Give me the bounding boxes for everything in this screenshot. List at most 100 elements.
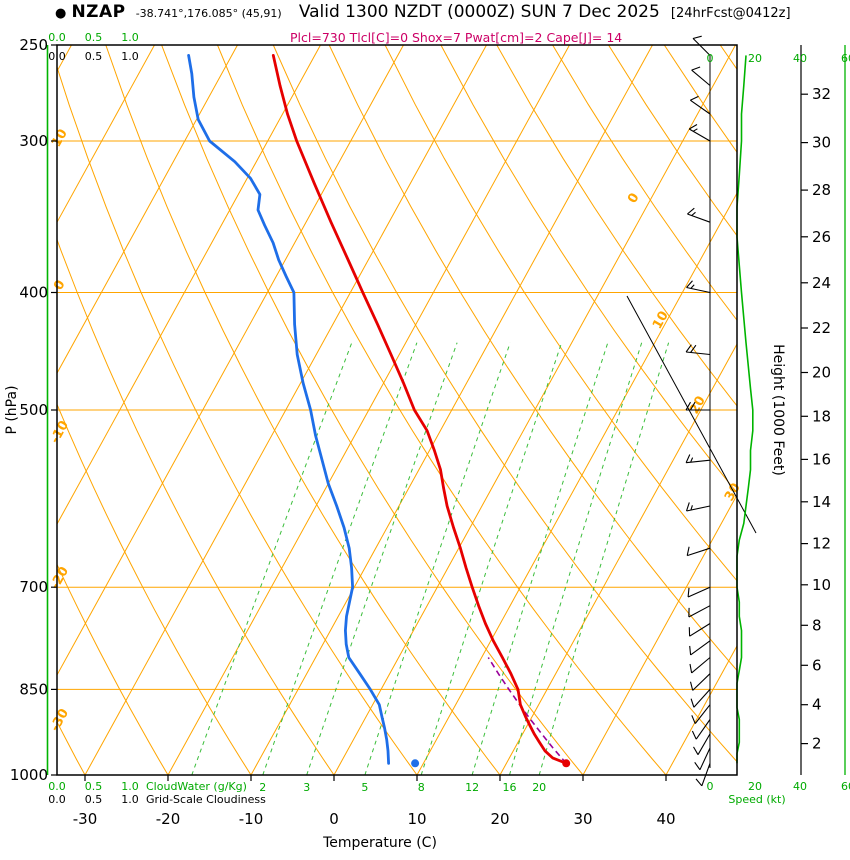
- height-tick-label: 6: [812, 656, 822, 674]
- temperature-axis-title: Temperature (C): [322, 835, 437, 851]
- height-tick-label: 2: [812, 735, 822, 753]
- surface-dewpoint-dot: [411, 759, 420, 768]
- chart-header: ● NZAP -38.741°,176.085° (45,91) Valid 1…: [55, 2, 791, 22]
- wind-barb: [689, 640, 711, 656]
- wind-barb: [686, 280, 711, 294]
- cloudiness-scale-bottom: 0.5: [85, 793, 103, 806]
- wind-barb: [688, 124, 711, 142]
- dewpoint-curve: [187, 54, 390, 765]
- speed-scale-top: 40: [793, 52, 807, 65]
- height-tick-label: 4: [812, 696, 822, 714]
- height-tick-label: 12: [812, 535, 831, 553]
- background-grid: [57, 45, 737, 775]
- wind-barb: [690, 689, 711, 708]
- height-tick-label: 8: [812, 616, 822, 634]
- wind-barb: [685, 401, 710, 411]
- pressure-tick-label: 500: [19, 401, 48, 419]
- wind-barb: [687, 207, 711, 223]
- cloudiness-scale-top: 0.5: [85, 50, 103, 63]
- height-axis-title: Height (1000 Feet): [770, 344, 786, 476]
- parcel-path: [487, 657, 567, 764]
- pressure-tick-label: 300: [19, 132, 48, 150]
- height-tick-label: 16: [812, 450, 831, 468]
- wind-barb: [691, 66, 711, 86]
- isotherm-label: 0: [51, 278, 69, 293]
- pressure-tick-label: 400: [19, 284, 48, 302]
- wind-barb: [688, 623, 711, 637]
- station-bullet-icon: ●: [55, 6, 67, 21]
- cloudiness-scale-top: 1.0: [121, 50, 139, 63]
- cloudwater-scale-bottom: 0.0: [48, 780, 66, 793]
- wind-barb: [691, 719, 711, 740]
- height-tick-label: 24: [812, 274, 831, 292]
- speed-scale-bottom: 40: [793, 780, 807, 793]
- isotherm-label: 10: [49, 127, 71, 150]
- wind-barb: [687, 586, 711, 598]
- wind-speed-curve: [736, 55, 754, 764]
- isotherm-label: 30: [722, 481, 744, 504]
- isotherm-label: -30: [48, 706, 73, 734]
- cloudiness-scale-bottom: 1.0: [121, 793, 139, 806]
- height-tick-label: 22: [812, 319, 831, 337]
- pressure-tick-label: 850: [19, 680, 48, 698]
- wind-barb: [688, 605, 711, 618]
- mixing-ratio-label: 5: [361, 781, 368, 794]
- speed-scale-top: 0: [707, 52, 714, 65]
- pressure-axis: 250 300 400 500 700 850 1000 P (hPa): [4, 36, 57, 784]
- speed-label: Speed (kt): [728, 793, 785, 806]
- cloudwater-scale-bottom: 0.5: [85, 780, 103, 793]
- height-tick-label: 18: [812, 407, 831, 425]
- wind-barbs: [685, 35, 711, 787]
- forecast-offset: [24hrFcst@0412z]: [670, 6, 791, 21]
- wind-barb: [685, 454, 711, 464]
- frame-diagonal: [626, 295, 757, 534]
- wind-barb: [689, 95, 711, 115]
- cloudiness-label: Grid-Scale Cloudiness: [146, 793, 266, 806]
- temp-tick-label: -10: [239, 810, 264, 828]
- mixing-ratio-label: 12: [465, 781, 479, 794]
- station-id: NZAP: [71, 2, 126, 22]
- sounding-indices: Plcl=730 Tlcl[C]=0 Shox=7 Pwat[cm]=2 Cap…: [290, 30, 623, 45]
- wind-barb: [685, 344, 711, 356]
- cloudiness-scale-top: 0.0: [48, 50, 66, 63]
- wind-barb: [691, 704, 711, 724]
- pressure-tick-label: 700: [19, 578, 48, 596]
- temp-tick-label: 10: [407, 810, 426, 828]
- valid-time: Valid 1300 NZDT (0000Z) SUN 7 Dec 2025: [298, 2, 660, 22]
- height-tick-label: 14: [812, 493, 831, 511]
- isotherm-label: 10: [650, 309, 672, 332]
- temp-tick-label: 0: [329, 810, 339, 828]
- wind-barb: [694, 747, 711, 771]
- height-tick-label: 20: [812, 364, 831, 382]
- temperature-curve: [271, 54, 568, 765]
- speed-scale-top: 60: [841, 52, 850, 65]
- wind-barb: [689, 673, 711, 691]
- temp-tick-label: -20: [156, 810, 181, 828]
- temp-tick-label: 20: [490, 810, 509, 828]
- cloudwater-scale-top: 0.0: [48, 31, 66, 44]
- surface-temp-dot: [562, 759, 571, 768]
- station-coords: -38.741°,176.085° (45,91): [135, 7, 282, 20]
- pressure-tick-label: 250: [19, 36, 48, 54]
- temp-tick-label: 30: [573, 810, 592, 828]
- cloudwater-scale-bottom: 1.0: [121, 780, 139, 793]
- wind-barb: [693, 733, 711, 755]
- cloudwater-scale-top: 1.0: [121, 31, 139, 44]
- height-tick-label: 28: [812, 181, 831, 199]
- mixing-ratio-label: 16: [503, 781, 517, 794]
- isotherm-label: 20: [687, 394, 709, 417]
- mixing-ratio-label: 8: [418, 781, 425, 794]
- speed-scale-bottom: 0: [707, 780, 714, 793]
- speed-scale-bottom: 60: [841, 780, 850, 793]
- wind-barb: [692, 35, 711, 56]
- corner-scales: 0.00.00.50.51.01.00.00.00.50.51.01.0Clou…: [48, 31, 850, 806]
- temp-tick-label: -30: [73, 810, 98, 828]
- pressure-tick-label: 1000: [10, 766, 48, 784]
- height-tick-label: 10: [812, 576, 831, 594]
- cloudwater-scale-top: 0.5: [85, 31, 103, 44]
- isotherm-label: 0: [625, 191, 643, 206]
- mixing-ratio-label: 3: [303, 781, 310, 794]
